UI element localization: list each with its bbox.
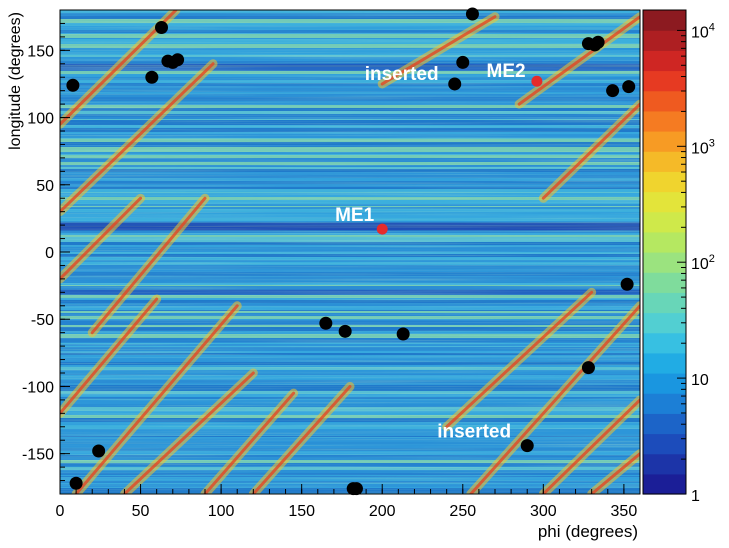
- colorbar-tick-exponent: 2: [709, 253, 715, 265]
- streak-core: [541, 398, 640, 494]
- black-marker: [145, 70, 159, 84]
- x-tick-label: 100: [208, 503, 235, 520]
- colorbar-bin: [643, 151, 686, 172]
- black-marker: [520, 439, 534, 453]
- colorbar-bin: [643, 171, 686, 193]
- red-marker: [531, 75, 543, 87]
- annotations: ME1 ME2 inserted inserted: [335, 61, 526, 442]
- black-marker: [338, 324, 352, 338]
- colorbar-bin: [643, 70, 686, 92]
- red-marker: [376, 223, 388, 235]
- y-tick-label: 100: [27, 111, 54, 128]
- black-marker: [448, 77, 462, 91]
- colorbar-bin: [643, 292, 686, 314]
- y-tick-label: -150: [22, 447, 54, 464]
- annotation-label: inserted: [365, 64, 439, 85]
- x-axis-label: phi (degrees): [538, 522, 638, 541]
- black-marker: [155, 20, 168, 34]
- colorbar-tick-label: 102: [691, 253, 715, 273]
- colorbar-tick-label: 10: [691, 372, 709, 389]
- x-tick-label: 350: [611, 503, 638, 520]
- black-marker: [591, 35, 605, 49]
- colorbar-bin: [643, 90, 686, 112]
- streak-core: [60, 297, 159, 415]
- plot-area: ME1 ME2 inserted inserted: [59, 7, 641, 496]
- streak-core: [380, 15, 497, 86]
- colorbar-bin: [643, 10, 686, 31]
- colorbar-bin: [643, 110, 686, 132]
- streak-core: [469, 304, 640, 494]
- y-tick-label: 0: [45, 245, 54, 262]
- colorbar-bin: [643, 332, 686, 354]
- colorbar-tick-label: 103: [691, 137, 715, 157]
- colorbar-bin: [643, 473, 686, 495]
- streak-core: [90, 196, 207, 335]
- colorbar-bin: [643, 312, 686, 334]
- colorbar-bin: [643, 231, 686, 253]
- black-marker: [622, 80, 636, 94]
- streak-core: [203, 391, 296, 494]
- black-marker: [396, 327, 410, 341]
- colorbar-bin: [643, 453, 686, 475]
- colorbar-tick-exponent: 4: [709, 21, 715, 33]
- diagonal-streaks: [60, 10, 640, 494]
- annotation-label: inserted: [437, 422, 511, 443]
- colorbar-bin: [643, 352, 686, 374]
- x-tick-label: 150: [288, 503, 315, 520]
- black-marker: [171, 53, 185, 67]
- colorbar-bin: [643, 252, 686, 273]
- y-tick-label: 150: [27, 43, 54, 60]
- black-marker: [69, 476, 83, 490]
- streak-core: [60, 196, 143, 281]
- y-axis-label: longitude (degrees): [7, 12, 24, 150]
- streak-core: [445, 290, 594, 429]
- streak-core: [122, 371, 255, 494]
- black-marker: [620, 277, 634, 291]
- black-marker: [465, 7, 479, 21]
- annotation-label: ME2: [487, 61, 526, 82]
- markers: [66, 7, 636, 496]
- black-marker: [319, 316, 333, 330]
- black-marker: [581, 361, 595, 375]
- colorbar-bin: [643, 191, 686, 213]
- colorbar-bin: [643, 131, 686, 152]
- y-tick-label: -50: [31, 312, 54, 329]
- black-marker: [349, 482, 363, 496]
- colorbar-tick-exponent: 3: [709, 137, 715, 149]
- colorbar-bin: [643, 211, 686, 233]
- colorbar-bin: [643, 373, 686, 394]
- colorbar-bin: [643, 30, 686, 51]
- x-tick-label: 50: [132, 503, 150, 520]
- black-marker: [456, 55, 470, 69]
- streak-core: [590, 452, 640, 494]
- colorbar: 1 10 102 103 104: [642, 9, 715, 505]
- colorbar-tick-label: 1: [691, 488, 700, 505]
- x-tick-label: 0: [56, 503, 65, 520]
- black-marker: [606, 84, 620, 98]
- annotation-label: ME1: [335, 205, 375, 226]
- colorbar-bin: [643, 272, 686, 293]
- streak-core: [541, 102, 640, 200]
- colorbar-tick-label: 104: [691, 21, 715, 41]
- streak-core: [74, 304, 239, 494]
- colorbar-frame: [642, 9, 687, 495]
- colorbar-bin: [643, 393, 686, 414]
- y-tick-label: 50: [36, 178, 54, 195]
- x-tick-label: 200: [369, 503, 396, 520]
- colorbar-bin: [643, 413, 686, 435]
- colorbar-bin: [643, 50, 686, 72]
- black-marker: [92, 444, 106, 458]
- y-tick-label: -100: [22, 379, 54, 396]
- x-tick-label: 250: [449, 503, 476, 520]
- axes: 0 50 100 150 200 250 300 350 -150 -100 -50 0 50 100 15…: [22, 22, 641, 520]
- colorbar-bin: [643, 433, 686, 455]
- black-marker: [66, 78, 80, 92]
- streak-core: [251, 384, 352, 494]
- streak-core: [60, 62, 215, 214]
- colorbar-bins: [643, 10, 686, 495]
- x-tick-label: 300: [530, 503, 557, 520]
- streak-core: [517, 15, 640, 106]
